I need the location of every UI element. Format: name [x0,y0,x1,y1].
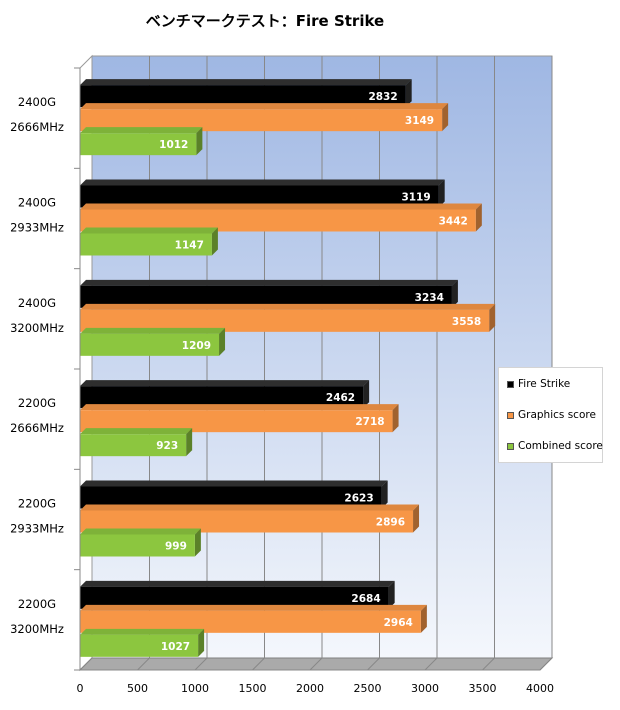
legend-swatch-fire-strike [507,380,514,388]
data-label-combined-score-3: 923 [156,440,178,452]
legend-item-combined-score: Combined score [507,440,603,452]
bar-graphics-score-1 [80,209,476,232]
x-tick-label-2000: 2000 [296,682,324,695]
bar-graphics-score-3 [80,410,393,433]
y-category-label: 2200G [18,597,56,611]
data-label-combined-score-4: 999 [165,541,187,553]
legend-label-fire-strike: Fire Strike [518,378,571,390]
x-tick-label-4000: 4000 [526,682,554,695]
legend: Fire Strike Graphics score Combined scor… [498,367,603,463]
x-tick-label-1500: 1500 [239,682,267,695]
data-label-graphics-score-2: 3558 [452,316,481,328]
bar-graphics-score-4 [80,510,414,533]
data-label-combined-score-1: 1147 [175,240,204,252]
data-label-fire-strike-3: 2462 [326,392,355,404]
data-label-combined-score-0: 1012 [159,139,188,151]
legend-swatch-combined-score [507,442,514,450]
bar-graphics-score-5 [80,610,421,633]
y-category-label: 2400G [18,296,56,310]
bar-fire-strike-2 [80,285,452,308]
data-label-fire-strike-1: 3119 [401,192,430,204]
y-category-label: 2200G [18,497,56,511]
bar-combined-score-2 [80,333,220,356]
bar-combined-score-0 [80,133,197,156]
legend-label-combined-score: Combined score [518,440,603,452]
chart-title: ベンチマークテスト：Fire Strike [145,12,385,30]
y-category-label: 3200MHz [10,321,64,335]
legend-swatch-graphics-score [507,411,514,419]
data-label-combined-score-2: 1209 [182,340,211,352]
bar-combined-score-3 [80,434,187,457]
y-category-label: 2933MHz [10,221,64,235]
y-category-label: 2400G [18,95,56,109]
data-label-graphics-score-5: 2964 [384,617,413,629]
data-label-fire-strike-0: 2832 [368,91,397,103]
bar-fire-strike-3 [80,386,364,409]
legend-label-graphics-score: Graphics score [518,409,596,421]
y-category-label: 2400G [18,196,56,210]
bar-combined-score-5 [80,634,199,657]
y-category-label: 2933MHz [10,522,64,536]
x-tick-label-2500: 2500 [354,682,382,695]
x-tick-label-500: 500 [127,682,148,695]
data-label-combined-score-5: 1027 [161,641,190,653]
bar-fire-strike-1 [80,185,439,208]
bar-graphics-score-0 [80,109,443,132]
data-label-graphics-score-3: 2718 [355,416,384,428]
x-tick-label-3000: 3000 [411,682,439,695]
bar-graphics-score-2 [80,309,490,332]
data-label-fire-strike-4: 2623 [344,493,373,505]
bar-fire-strike-4 [80,486,382,509]
data-label-fire-strike-5: 2684 [351,593,380,605]
y-category-label: 2666MHz [10,120,64,134]
data-label-fire-strike-2: 3234 [415,292,444,304]
bar-combined-score-1 [80,233,212,256]
bar-fire-strike-0 [80,85,406,108]
y-category-label: 3200MHz [10,622,64,636]
legend-item-fire-strike: Fire Strike [507,378,570,390]
data-label-graphics-score-0: 3149 [405,115,434,127]
bar-combined-score-4 [80,534,195,557]
legend-item-graphics-score: Graphics score [507,409,596,421]
x-tick-label-0: 0 [77,682,84,695]
data-label-graphics-score-4: 2896 [376,517,405,529]
data-label-graphics-score-1: 3442 [439,216,468,228]
y-category-label: 2200G [18,396,56,410]
x-tick-label-1000: 1000 [181,682,209,695]
y-category-label: 2666MHz [10,421,64,435]
x-tick-label-3500: 3500 [469,682,497,695]
bar-fire-strike-5 [80,586,389,609]
